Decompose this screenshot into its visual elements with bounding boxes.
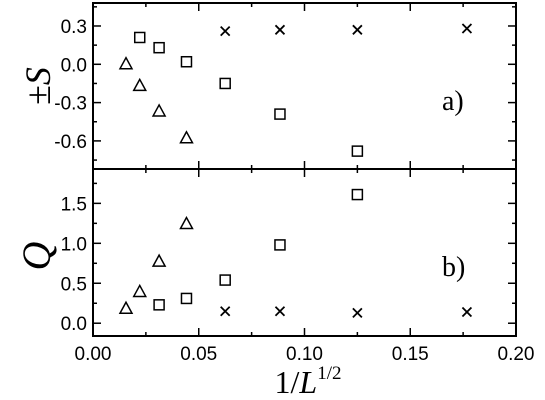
panel-b-cross-point <box>461 306 473 318</box>
panel-b-cross-point <box>274 306 286 317</box>
panel-b-square-point <box>351 188 364 201</box>
panel-a-cross-point <box>220 25 231 37</box>
panel-a-y-tick-label: -0.3 <box>54 94 87 115</box>
panel-a-y-tick-label: 0.0 <box>61 55 87 76</box>
panel-b-y-tick-label: 1.0 <box>61 234 87 255</box>
panel-a-y-tick-label: 0.3 <box>61 17 87 38</box>
panel-b-y-tick-label: 0.0 <box>61 314 87 335</box>
x-axis-title-base: 1/ <box>275 364 300 400</box>
panel-b-triangle-point <box>118 300 134 314</box>
panel-b-square-point <box>219 274 231 286</box>
panel-a-cross-point <box>274 24 286 35</box>
panel-b-cross-point <box>220 306 231 317</box>
panel-b-triangle-point <box>132 283 148 298</box>
panel-a-label: a) <box>442 86 464 117</box>
panel-b-label: b) <box>442 252 465 283</box>
panel-a-square-point <box>219 77 231 90</box>
panel-b-triangle-point <box>179 215 194 230</box>
panel-a-triangle-point <box>118 56 134 70</box>
x-tick-label: 0.15 <box>392 344 429 365</box>
panel-b-square-point <box>274 239 286 251</box>
panel-a-triangle-point <box>151 103 167 117</box>
panel-a-square-point <box>351 145 364 157</box>
panel-b-square-point <box>153 299 165 311</box>
panel-b-y-tick-label: 1.5 <box>61 194 87 215</box>
x-tick-label: 0.20 <box>498 344 535 365</box>
x-tick-label: 0.10 <box>286 344 323 365</box>
panel-a: 0.3 0.0 -0.3 -0.6 a) <box>54 2 517 170</box>
panel-a-square-point <box>180 55 193 68</box>
panel-a-triangle-point <box>132 77 148 92</box>
panel-b-y-axis-title: Q <box>14 241 59 270</box>
panel-b-square-point <box>180 292 193 305</box>
panel-a-square-point <box>153 41 165 54</box>
x-axis-title-sup: 1/2 <box>317 363 341 384</box>
x-axis-title: 1/L1/2 <box>275 363 342 400</box>
panel-a-cross-point <box>352 24 363 35</box>
panel-b: 1.5 1.0 0.5 0.0 0.00 0.05 0.10 0.15 0.20 b) <box>61 168 535 365</box>
panel-a-y-axis-title: ±S <box>18 67 58 105</box>
x-axis-title-var: L <box>298 364 317 400</box>
panel-a-y-axis-symbol: S <box>18 67 58 85</box>
panel-b-y-tick-label: 0.5 <box>61 274 87 295</box>
panel-b-triangle-point <box>151 253 167 267</box>
panel-b-cross-point <box>352 307 363 318</box>
panel-a-triangle-point <box>179 130 194 144</box>
x-tick-label: 0.05 <box>180 344 217 365</box>
x-tick-label: 0.00 <box>75 344 112 365</box>
panel-a-square-point <box>274 108 286 120</box>
panel-a-square-point <box>133 31 146 44</box>
panel-a-cross-point <box>461 23 473 34</box>
panel-a-y-tick-label: -0.6 <box>54 132 87 153</box>
panel-a-y-axis-prefix: ± <box>18 85 58 105</box>
